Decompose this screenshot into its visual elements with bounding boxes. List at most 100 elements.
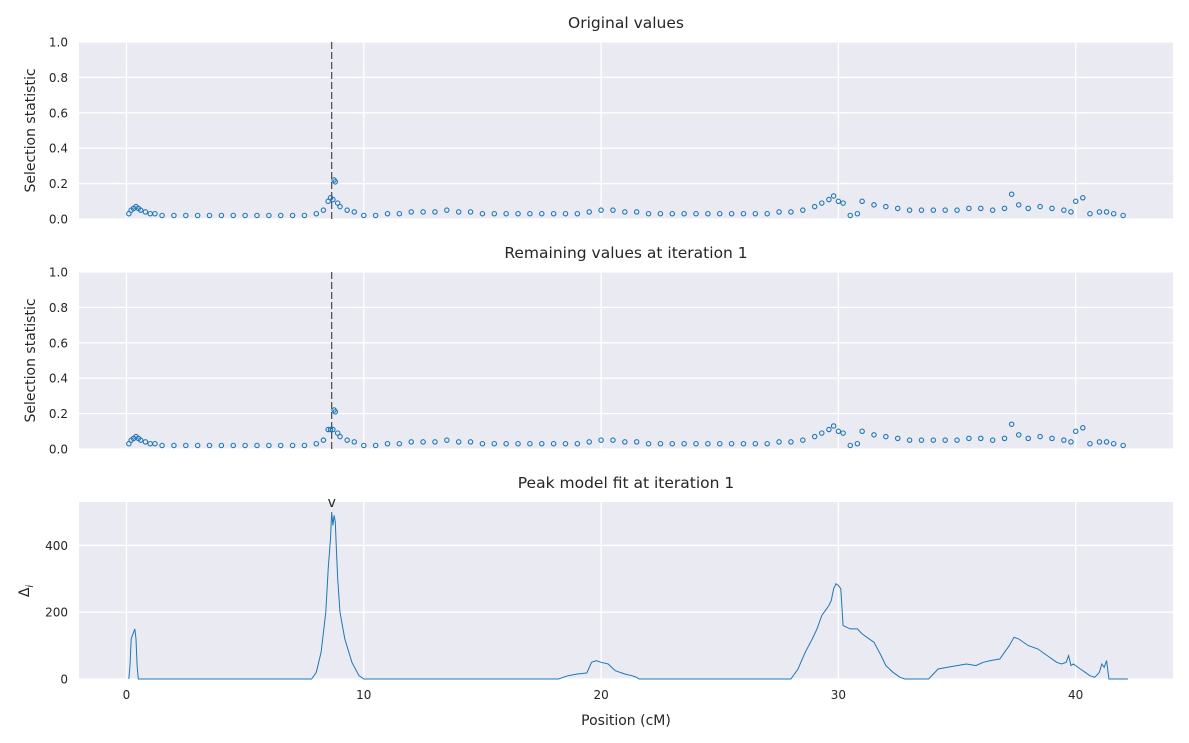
data-point bbox=[764, 210, 770, 217]
data-point bbox=[550, 210, 557, 217]
data-point bbox=[574, 440, 581, 447]
data-point bbox=[1110, 210, 1117, 217]
y-axis-label: Δi bbox=[17, 585, 36, 598]
data-point bbox=[137, 437, 144, 443]
y-tick-label: 0.0 bbox=[49, 213, 68, 227]
y-tick-label: 1.0 bbox=[49, 36, 68, 50]
data-point bbox=[467, 439, 474, 445]
data-point bbox=[811, 433, 818, 440]
data-point bbox=[978, 205, 984, 212]
data-point bbox=[301, 442, 308, 449]
data-point bbox=[527, 210, 533, 217]
data-point bbox=[1120, 212, 1126, 219]
data-point bbox=[819, 200, 825, 206]
y-tick-label: 0 bbox=[60, 673, 68, 687]
data-point bbox=[574, 210, 581, 217]
data-point bbox=[420, 209, 426, 215]
y-tick-label: 0.6 bbox=[49, 336, 68, 350]
data-point bbox=[332, 409, 339, 415]
data-point bbox=[277, 442, 284, 449]
data-point bbox=[716, 210, 723, 217]
data-point bbox=[681, 210, 687, 217]
data-point bbox=[455, 209, 462, 215]
data-point bbox=[918, 207, 925, 213]
y-tick-label: 0.2 bbox=[49, 177, 68, 191]
data-point bbox=[918, 437, 925, 443]
data-point bbox=[800, 207, 806, 213]
data-point bbox=[669, 210, 676, 217]
y-tick-label: 0.0 bbox=[49, 443, 68, 457]
data-point bbox=[830, 193, 837, 199]
data-point bbox=[1120, 442, 1126, 449]
data-point bbox=[989, 207, 996, 213]
y-axis-label-subscript: i bbox=[25, 585, 36, 588]
data-point bbox=[277, 212, 284, 219]
data-point bbox=[1103, 209, 1110, 215]
data-point bbox=[657, 440, 664, 447]
data-point bbox=[142, 439, 149, 445]
data-point bbox=[859, 198, 865, 205]
data-point bbox=[337, 433, 343, 440]
data-point bbox=[550, 440, 557, 447]
y-tick-labels: 0 200 400 bbox=[45, 539, 68, 687]
data-point bbox=[966, 435, 972, 442]
gridlines bbox=[79, 271, 1173, 450]
y-tick-label: 0.8 bbox=[49, 301, 68, 315]
data-point bbox=[752, 210, 759, 217]
data-point bbox=[242, 442, 248, 449]
data-point bbox=[942, 207, 948, 213]
data-point bbox=[954, 437, 960, 443]
data-point bbox=[242, 212, 248, 219]
data-point bbox=[289, 442, 296, 449]
plot-area bbox=[79, 272, 1173, 449]
data-point bbox=[740, 210, 747, 217]
chart-title: Peak model fit at iteration 1 bbox=[518, 474, 734, 492]
data-point bbox=[847, 212, 854, 219]
data-point bbox=[1049, 435, 1055, 442]
data-point bbox=[152, 440, 158, 447]
data-point bbox=[1015, 432, 1022, 438]
data-point bbox=[826, 196, 832, 203]
data-point bbox=[1096, 439, 1103, 445]
y-tick-labels: 0.0 0.2 0.4 0.6 0.8 1.0 bbox=[49, 36, 68, 227]
chart-title: Original values bbox=[568, 14, 684, 32]
data-point bbox=[894, 435, 901, 442]
x-axis-label: Position (cM) bbox=[581, 713, 671, 729]
data-point bbox=[826, 426, 832, 433]
chart-title: Remaining values at iteration 1 bbox=[504, 244, 747, 262]
data-point bbox=[230, 442, 237, 449]
data-point bbox=[330, 196, 336, 203]
data-point bbox=[1103, 439, 1110, 445]
data-point bbox=[622, 209, 628, 215]
data-point bbox=[372, 442, 379, 449]
data-point bbox=[455, 439, 462, 445]
data-point bbox=[301, 212, 308, 219]
y-tick-label: 0.2 bbox=[49, 407, 68, 421]
data-point bbox=[859, 428, 865, 435]
y-axis-label-symbol: Δ bbox=[17, 587, 33, 597]
data-point bbox=[330, 426, 336, 433]
data-point bbox=[384, 210, 391, 217]
data-point bbox=[854, 440, 861, 447]
data-point bbox=[586, 439, 592, 445]
data-point bbox=[633, 209, 640, 215]
data-point bbox=[740, 440, 747, 447]
data-point bbox=[396, 440, 403, 447]
data-point bbox=[883, 433, 889, 440]
data-point bbox=[313, 210, 320, 217]
scatter-points bbox=[126, 407, 1126, 449]
data-point bbox=[854, 210, 861, 217]
data-point bbox=[752, 440, 759, 447]
plot-area bbox=[79, 502, 1173, 679]
data-point bbox=[989, 437, 996, 443]
data-point bbox=[351, 439, 358, 445]
data-point bbox=[811, 203, 818, 210]
data-point bbox=[142, 209, 149, 215]
data-point bbox=[396, 210, 403, 217]
data-point bbox=[444, 207, 450, 213]
data-point bbox=[657, 210, 664, 217]
data-point bbox=[1072, 198, 1079, 205]
y-tick-label: 1.0 bbox=[49, 266, 68, 280]
y-tick-label: 0.6 bbox=[49, 106, 68, 120]
y-tick-label: 0.4 bbox=[49, 142, 68, 156]
